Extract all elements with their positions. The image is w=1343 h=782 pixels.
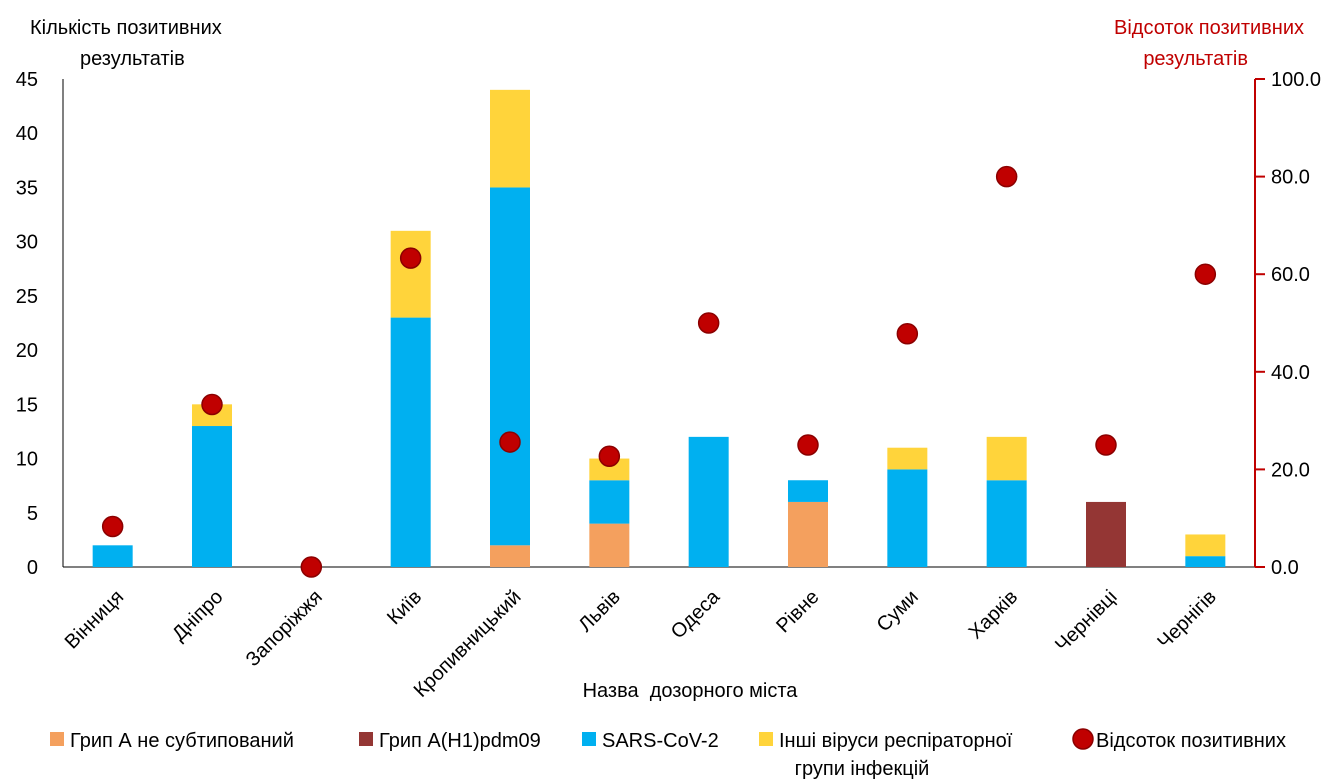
bar-3-5: [490, 187, 530, 546]
legend-label-4: Інші віруси респіраторної: [779, 730, 1013, 752]
right-axis-title-line2: результатів: [1143, 48, 1248, 70]
bar-4-6: [589, 458, 630, 481]
right-tick-label: 0.0: [1271, 557, 1299, 579]
bar-4-10: [986, 436, 1027, 481]
category-label-7: Одеса: [667, 585, 725, 643]
bar-3-9: [887, 469, 928, 567]
category-label-3: Запоріжжя: [242, 586, 327, 671]
category-label-1: Вінниця: [61, 586, 128, 653]
bar-4-9: [887, 447, 928, 470]
bar-4-12: [1185, 534, 1226, 557]
legend-swatch-3: [582, 732, 596, 746]
category-label-2: Дніпро: [168, 586, 227, 645]
left-axis-title-line1: Кількість позитивних: [30, 17, 222, 39]
bar-1-5: [490, 545, 530, 567]
percent-point-5: [499, 431, 521, 453]
bar-1-6: [589, 523, 630, 567]
legend-label-percent: Відсоток позитивних: [1096, 730, 1286, 752]
bars: [92, 89, 1226, 567]
legend-label-3: SARS-CoV-2: [602, 730, 719, 752]
tick-labels: 0 5 10 15 20 25 30 35 40 45 0.0 20.0 40.0 60.0 80.0 100…: [16, 69, 1321, 702]
percent-point-10: [995, 165, 1018, 188]
bar-3-12: [1185, 556, 1226, 567]
legend-swatch-1: [50, 732, 64, 746]
right-tick-label: 20.0: [1271, 459, 1310, 481]
legend-swatch-4: [759, 732, 773, 746]
percent-point-4: [399, 247, 422, 269]
left-axis-title-line2: результатів: [80, 48, 185, 70]
axis-titles: Кількість позитивних результатів Відсото…: [30, 17, 1304, 702]
percent-point-2: [201, 393, 223, 416]
left-tick-label: 20: [16, 340, 38, 362]
bar-3-7: [688, 436, 729, 567]
right-tick-label: 100.0: [1271, 69, 1321, 91]
legend-swatch-percent: [1072, 728, 1094, 750]
left-tick-label: 25: [16, 286, 38, 308]
bar-3-4: [390, 317, 431, 567]
left-tick-label: 0: [27, 557, 38, 579]
bar-3-6: [589, 480, 630, 524]
percent-point-8: [797, 434, 819, 456]
legend-label-1: Грип А не субтипований: [70, 730, 294, 752]
percent-point-3: [300, 556, 323, 578]
bar-3-10: [986, 480, 1027, 567]
bar-4-5: [490, 89, 530, 188]
left-tick-label: 40: [16, 123, 38, 145]
bar-4-4: [390, 230, 431, 318]
legend-swatch-2: [359, 732, 373, 746]
bar-1-8: [788, 501, 828, 567]
category-label-9: Суми: [873, 586, 923, 636]
right-tick-label: 40.0: [1271, 362, 1310, 384]
bar-2-11: [1086, 501, 1126, 567]
legend: Грип А не субтипований Грип А(H1)pdm09 SAR…: [50, 728, 1286, 780]
bar-3-2: [192, 426, 232, 567]
percent-point-9: [896, 322, 919, 345]
category-label-10: Харків: [965, 586, 1023, 644]
percent-points: [101, 165, 1217, 578]
legend-label-2: Грип А(H1)pdm09: [379, 730, 541, 752]
category-label-5: Кропивницький: [410, 586, 526, 702]
left-tick-label: 30: [16, 232, 38, 254]
bar-3-8: [788, 480, 828, 502]
bar-3-1: [92, 545, 133, 567]
right-tick-label: 80.0: [1271, 167, 1310, 189]
right-tick-label: 60.0: [1271, 264, 1310, 286]
right-axis-title-line1: Відсоток позитивних: [1114, 17, 1304, 39]
percent-point-12: [1194, 263, 1217, 285]
axes: [62, 78, 1265, 568]
legend-label-4-line2: групи інфекцій: [795, 758, 930, 780]
left-tick-label: 5: [27, 503, 38, 525]
percent-point-11: [1095, 434, 1117, 456]
left-tick-label: 15: [16, 394, 38, 416]
category-label-6: Львів: [574, 586, 624, 636]
category-label-12: Чернігів: [1153, 586, 1220, 653]
category-label-11: Чернівці: [1051, 586, 1121, 656]
percent-point-6: [598, 445, 621, 467]
left-tick-label: 45: [16, 69, 38, 91]
category-label-4: Київ: [383, 586, 426, 629]
left-tick-label: 10: [16, 449, 38, 471]
percent-point-7: [697, 312, 720, 334]
left-tick-label: 35: [16, 177, 38, 199]
category-label-8: Рівне: [772, 586, 823, 637]
x-axis-title: Назва дозорного міста: [583, 680, 799, 702]
percent-point-1: [101, 515, 124, 538]
